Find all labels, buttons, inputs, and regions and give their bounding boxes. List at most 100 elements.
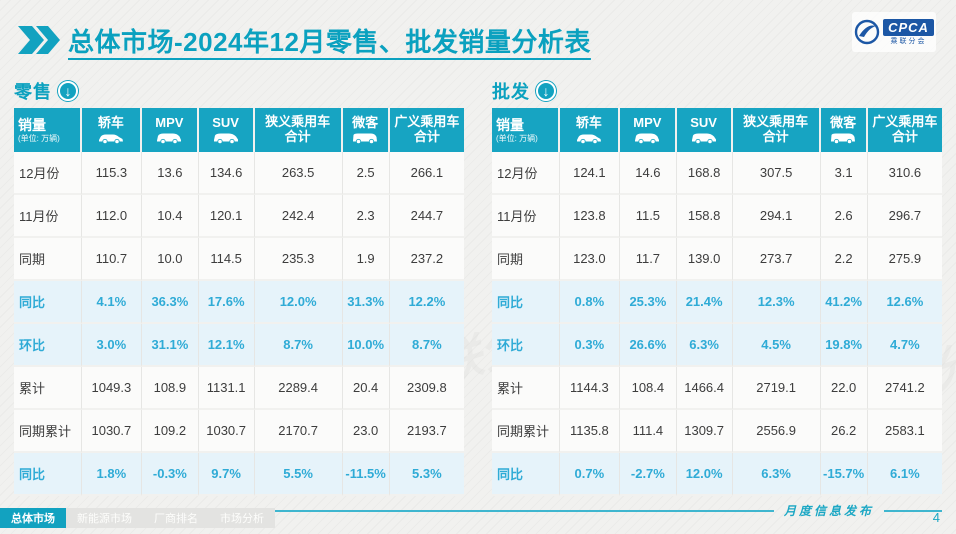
col-header-broad-pv: 广义乘用车 合计 <box>867 108 942 152</box>
table-row-highlight: 同比 4.1% 36.3% 17.6% 12.0% 31.3% 12.2% <box>14 281 464 324</box>
col-header-mpv: MPV <box>620 108 677 152</box>
col-header-mpv: MPV <box>142 108 199 152</box>
tab-nev-market[interactable]: 新能源市场 <box>66 508 143 528</box>
col-label: 广义乘用车 <box>872 114 938 130</box>
table-row: 12月份 115.3 13.6 134.6 263.5 2.5 266.1 <box>14 152 464 195</box>
release-label: 月度信息发布 <box>783 504 874 518</box>
table-row: 12月份 124.1 14.6 168.8 307.5 3.1 310.6 <box>492 152 942 195</box>
cell: 1135.8 <box>559 410 621 453</box>
microvan-icon <box>353 133 378 144</box>
cell: 23.0 <box>342 410 390 453</box>
cell: 12.0% <box>676 453 733 496</box>
col-label: 轿车 <box>575 115 602 131</box>
cell: 120.1 <box>198 195 255 238</box>
suv-icon <box>691 133 716 144</box>
cell: 26.2 <box>820 410 868 453</box>
col-header-broad-pv: 广义乘用车 合计 <box>389 108 464 152</box>
col-header-narrow-pv: 狭义乘用车 合计 <box>732 108 821 152</box>
cell: 237.2 <box>389 238 464 281</box>
cell: 12.1% <box>198 324 255 367</box>
row-label: 11月份 <box>14 195 82 238</box>
tab-overall-market[interactable]: 总体市场 <box>0 508 66 528</box>
col-header-sales: 销量 (单位: 万辆) <box>492 108 560 152</box>
cell: 31.3% <box>342 281 390 324</box>
cell: 244.7 <box>389 195 464 238</box>
cell: 26.6% <box>620 324 677 367</box>
cpca-logo-icon <box>854 19 880 45</box>
row-label: 累计 <box>14 367 82 410</box>
cell: 139.0 <box>676 238 733 281</box>
cell: 9.7% <box>198 453 255 496</box>
col-label2: 合计 <box>762 129 789 144</box>
col-header-microvan: 微客 <box>820 108 868 152</box>
cell: 3.1 <box>820 152 868 195</box>
footer-line-right <box>884 509 942 512</box>
table-row: 同期累计 1030.7 109.2 1030.7 2170.7 23.0 219… <box>14 410 464 453</box>
table-row: 同期 110.7 10.0 114.5 235.3 1.9 237.2 <box>14 238 464 281</box>
col-header-microvan: 微客 <box>342 108 390 152</box>
col-header-suv: SUV <box>198 108 255 152</box>
wholesale-download-icon[interactable]: ↓ <box>536 81 556 101</box>
tab-oem-ranking[interactable]: 厂商排名 <box>143 508 209 528</box>
table-row: 同期累计 1135.8 111.4 1309.7 2556.9 26.2 258… <box>492 410 942 453</box>
col-label: MPV <box>633 115 662 131</box>
tables-area: 零售 ↓ 销量 (单位: 万辆) 轿车 MPV <box>14 76 942 496</box>
cell: 2556.9 <box>732 410 821 453</box>
row-label: 同比 <box>492 453 560 496</box>
col-label2: 合计 <box>413 129 440 144</box>
cell: 2.2 <box>820 238 868 281</box>
cell: 13.6 <box>142 152 199 195</box>
col-label: 微客 <box>352 115 379 131</box>
title-bar: 总体市场-2024年12月零售、批发销量分析表 CPCA 乘联分会 <box>16 12 940 62</box>
row-label: 环比 <box>492 324 560 367</box>
table-row: 累计 1049.3 108.9 1131.1 2289.4 20.4 2309.… <box>14 367 464 410</box>
col-label: SUV <box>690 115 717 131</box>
col-label2: 合计 <box>284 129 311 144</box>
cell: 266.1 <box>389 152 464 195</box>
cell: 124.1 <box>559 152 621 195</box>
cell: 112.0 <box>81 195 143 238</box>
cpca-logo-subtext: 乘联分会 <box>890 38 927 45</box>
cell: 19.8% <box>820 324 868 367</box>
sedan-icon <box>576 134 601 144</box>
cell: 1030.7 <box>198 410 255 453</box>
col-header-sales: 销量 (单位: 万辆) <box>14 108 82 152</box>
cell: 41.2% <box>820 281 868 324</box>
row-label: 12月份 <box>14 152 82 195</box>
cell: 21.4% <box>676 281 733 324</box>
sales-unit: (单位: 万辆) <box>18 133 60 143</box>
cell: 11.5 <box>620 195 677 238</box>
cell: 4.5% <box>732 324 821 367</box>
wholesale-section-title: 批发 <box>492 82 530 102</box>
cell: 10.0% <box>342 324 390 367</box>
cell: 20.4 <box>342 367 390 410</box>
table-row-highlight: 同比 0.7% -2.7% 12.0% 6.3% -15.7% 6.1% <box>492 453 942 496</box>
footer-tabs: 总体市场 新能源市场 厂商排名 市场分析 <box>0 508 275 528</box>
footer-rule: 月度信息发布 <box>0 502 942 519</box>
cell: 12.3% <box>732 281 821 324</box>
cell: 1131.1 <box>198 367 255 410</box>
col-header-sedan: 轿车 <box>81 108 143 152</box>
sedan-icon <box>98 134 123 144</box>
col-label: 轿车 <box>97 115 124 131</box>
cell: 134.6 <box>198 152 255 195</box>
table-row: 11月份 123.8 11.5 158.8 294.1 2.6 296.7 <box>492 195 942 238</box>
retail-table: 销量 (单位: 万辆) 轿车 MPV SUV <box>14 108 464 496</box>
table-row: 同期 123.0 11.7 139.0 273.7 2.2 275.9 <box>492 238 942 281</box>
cell: 17.6% <box>198 281 255 324</box>
cell: 2.6 <box>820 195 868 238</box>
retail-section-header: 零售 ↓ <box>14 76 464 106</box>
retail-header-row: 销量 (单位: 万辆) 轿车 MPV SUV <box>14 108 464 152</box>
cell: 115.3 <box>81 152 143 195</box>
retail-download-icon[interactable]: ↓ <box>58 81 78 101</box>
table-row-highlight: 环比 3.0% 31.1% 12.1% 8.7% 10.0% 8.7% <box>14 324 464 367</box>
cell: 2309.8 <box>389 367 464 410</box>
cell: 6.1% <box>867 453 942 496</box>
tab-market-analysis[interactable]: 市场分析 <box>209 508 275 528</box>
cpca-logo: CPCA 乘联分会 <box>852 12 936 52</box>
cell: 36.3% <box>142 281 199 324</box>
cell: 3.0% <box>81 324 143 367</box>
col-header-narrow-pv: 狭义乘用车 合计 <box>254 108 343 152</box>
table-row: 累计 1144.3 108.4 1466.4 2719.1 22.0 2741.… <box>492 367 942 410</box>
cpca-logo-text: CPCA <box>883 19 934 36</box>
